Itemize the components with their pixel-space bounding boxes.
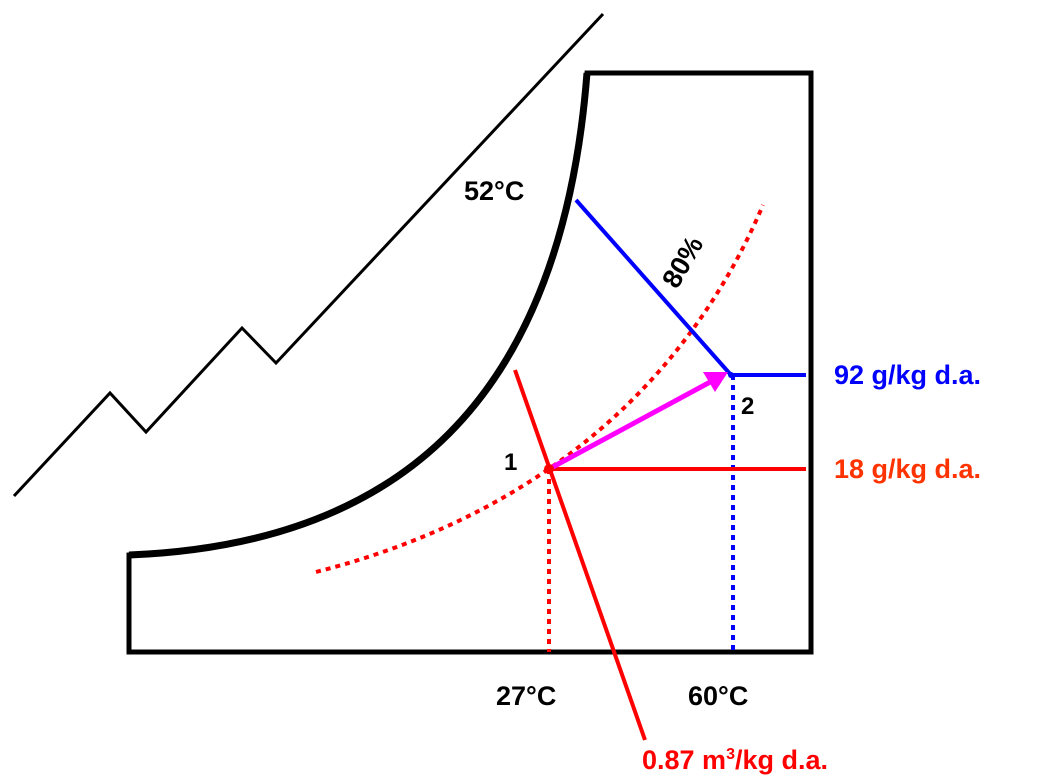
saturation-curve (128, 72, 591, 559)
dry-bulb-2-label: 60°C (688, 681, 748, 711)
dry-bulb-1-label: 27°C (496, 681, 556, 711)
state-point-1 (544, 464, 554, 474)
specific-volume-unit: /kg d.a. (735, 745, 828, 775)
point-1-label: 1 (504, 449, 517, 476)
chart-outline (126, 70, 814, 655)
state-point-2 (728, 372, 734, 378)
specific-volume-exponent: 3 (726, 746, 735, 763)
specific-volume-value: 0.87 m (642, 745, 726, 775)
relative-humidity-80-curve (315, 204, 765, 574)
point-2-label: 2 (741, 393, 754, 420)
specific-volume-label: 0.87 m3/kg d.a. (642, 745, 828, 775)
wet-bulb-temp-label: 52°C (464, 176, 524, 206)
humidity-2-label: 92 g/kg d.a. (834, 360, 981, 390)
wet-bulb-line-2 (574, 198, 733, 377)
specific-volume-line (513, 369, 647, 741)
relative-humidity-label: 80% (656, 231, 709, 293)
humidity-1-label: 18 g/kg d.a. (834, 454, 981, 484)
process-arrow-head (703, 372, 728, 392)
process-arrow-line (547, 378, 714, 472)
enthalpy-scale-line (12, 12, 605, 498)
